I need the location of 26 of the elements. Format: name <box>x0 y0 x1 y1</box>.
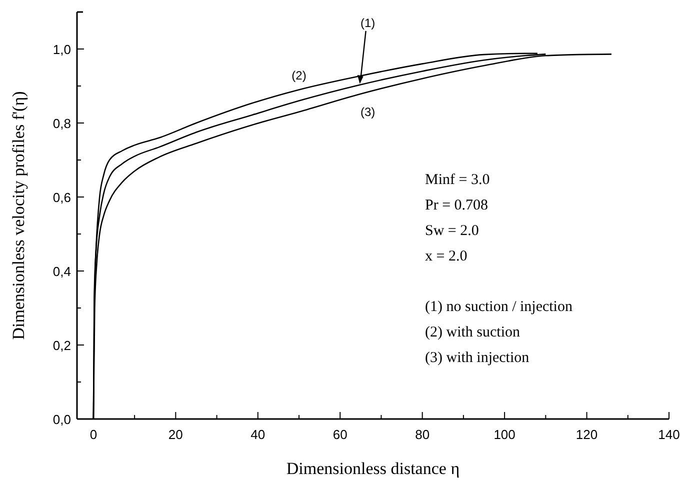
y-tick-label: 1,0 <box>52 42 71 57</box>
annotation: Pr = 0.708 <box>425 198 488 214</box>
annotation: (1) no suction / injection <box>425 299 573 315</box>
annotation: Sw = 2.0 <box>425 223 479 239</box>
x-tick-label: 100 <box>494 427 516 442</box>
annotation: (2) with suction <box>425 324 520 340</box>
x-tick-label: 80 <box>415 427 430 442</box>
annotation: x = 2.0 <box>425 248 468 264</box>
x-tick-label: 40 <box>250 427 266 442</box>
text: (1) <box>360 16 376 30</box>
x-axis-title: Dimensionless distance η <box>286 459 460 478</box>
y-tick-label: 0,6 <box>52 190 71 205</box>
series-label: (2) <box>292 68 306 83</box>
x-tick-label: 140 <box>658 427 680 442</box>
x-tick-label: 20 <box>168 427 183 442</box>
y-tick-label: 0,4 <box>52 264 71 279</box>
annotation: Minf = 3.0 <box>425 172 490 188</box>
x-tick-label: 0 <box>90 427 98 442</box>
y-tick-label: 0,0 <box>52 412 71 427</box>
x-tick-label: 60 <box>332 427 348 442</box>
series-label: (3) <box>360 105 376 120</box>
x-tick-label: 120 <box>576 427 598 442</box>
y-tick-label: 0,8 <box>52 116 71 131</box>
y-axis-title: Dimensionless velocity profiles f'(η) <box>9 91 28 340</box>
annotation: (3) with injection <box>425 350 530 366</box>
y-tick-label: 0,2 <box>52 338 71 353</box>
